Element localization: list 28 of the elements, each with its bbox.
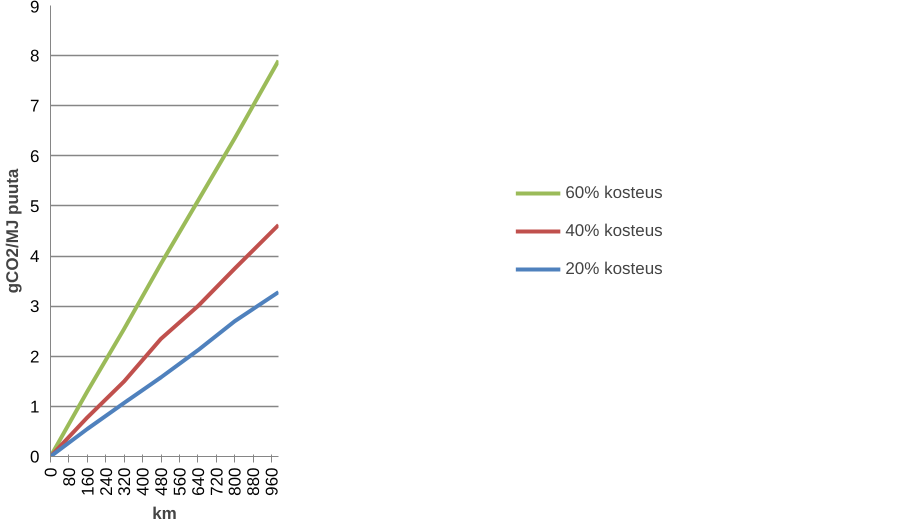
x-tick-label: 80: [60, 467, 79, 486]
y-tick-label: 4: [30, 247, 40, 266]
x-tick-label: 160: [78, 467, 98, 496]
legend-label: 40% kosteus: [565, 220, 663, 240]
x-tick-label: 480: [152, 467, 172, 496]
y-tick-label: 1: [30, 397, 40, 416]
x-tick-label: 320: [115, 467, 134, 496]
x-tick-label: 400: [134, 467, 153, 496]
x-tick-label: 880: [244, 467, 264, 496]
x-tick-label: 960: [262, 467, 282, 496]
y-tick-label: 2: [30, 347, 40, 366]
y-tick-label: 0: [30, 448, 40, 466]
y-tick-label: 9: [30, 0, 40, 16]
y-tick-label: 6: [30, 146, 40, 166]
x-tick-label: 240: [96, 467, 116, 496]
legend-label: 20% kosteus: [565, 258, 663, 278]
y-tick-label: 5: [30, 196, 40, 216]
x-tick-label: 0: [42, 467, 60, 477]
y-tick-label: 7: [30, 96, 40, 116]
x-tick-label: 560: [170, 467, 190, 496]
legend-label: 60% kosteus: [565, 182, 663, 202]
x-tick-label: 800: [226, 467, 245, 496]
y-tick-label: 3: [30, 297, 40, 316]
x-tick-label: 640: [188, 467, 208, 496]
x-tick-label: 720: [207, 467, 226, 496]
y-tick-label: 8: [30, 46, 40, 66]
y-axis-title: gCO2/MJ puuta: [3, 168, 22, 294]
x-axis-title: km: [152, 504, 177, 523]
